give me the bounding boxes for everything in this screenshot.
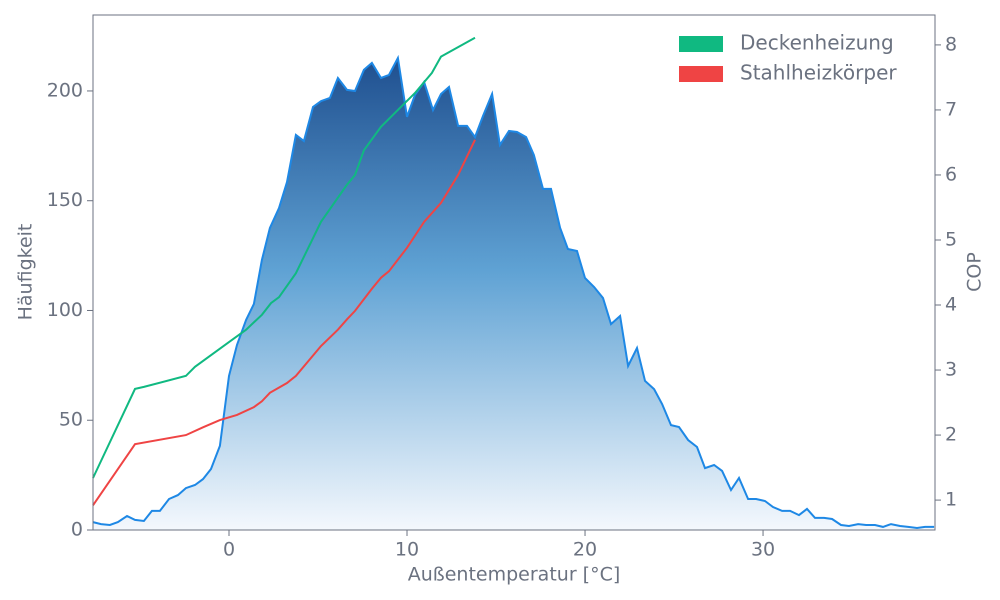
y2-tick-label: 3 (945, 359, 957, 381)
legend-swatch (679, 66, 723, 82)
x-tick-label: 20 (573, 539, 597, 561)
y-tick-label: 100 (47, 299, 83, 321)
area-fill (93, 58, 935, 530)
y2-tick-label: 1 (945, 489, 957, 511)
y-tick-label: 0 (71, 519, 83, 541)
legend-label: Deckenheizung (740, 31, 894, 55)
y2-tick-label: 5 (945, 228, 957, 250)
y2-axis-label: COP (964, 252, 986, 292)
y-tick-label: 150 (47, 189, 83, 211)
x-tick-label: 0 (223, 539, 235, 561)
y-tick-label: 200 (47, 79, 83, 101)
y2-tick-label: 4 (945, 294, 957, 316)
y2-tick-label: 6 (945, 163, 957, 185)
x-axis-label: Außentemperatur [°C] (408, 564, 621, 586)
y-axis-label: Häufigkeit (15, 224, 37, 321)
plot-frame (92, 14, 936, 531)
y-tick-label: 50 (59, 409, 83, 431)
cop-line (92, 36, 476, 479)
x-tick-label: 30 (751, 539, 775, 561)
legend-label: Stahlheizkörper (740, 61, 897, 85)
legend-swatch (679, 36, 723, 52)
y2-tick-label: 7 (945, 98, 957, 120)
y2-tick-label: 2 (945, 424, 957, 446)
y2-tick-label: 8 (945, 33, 957, 55)
x-tick-label: 10 (395, 539, 419, 561)
area-line (92, 54, 935, 530)
cop-line (92, 139, 476, 506)
